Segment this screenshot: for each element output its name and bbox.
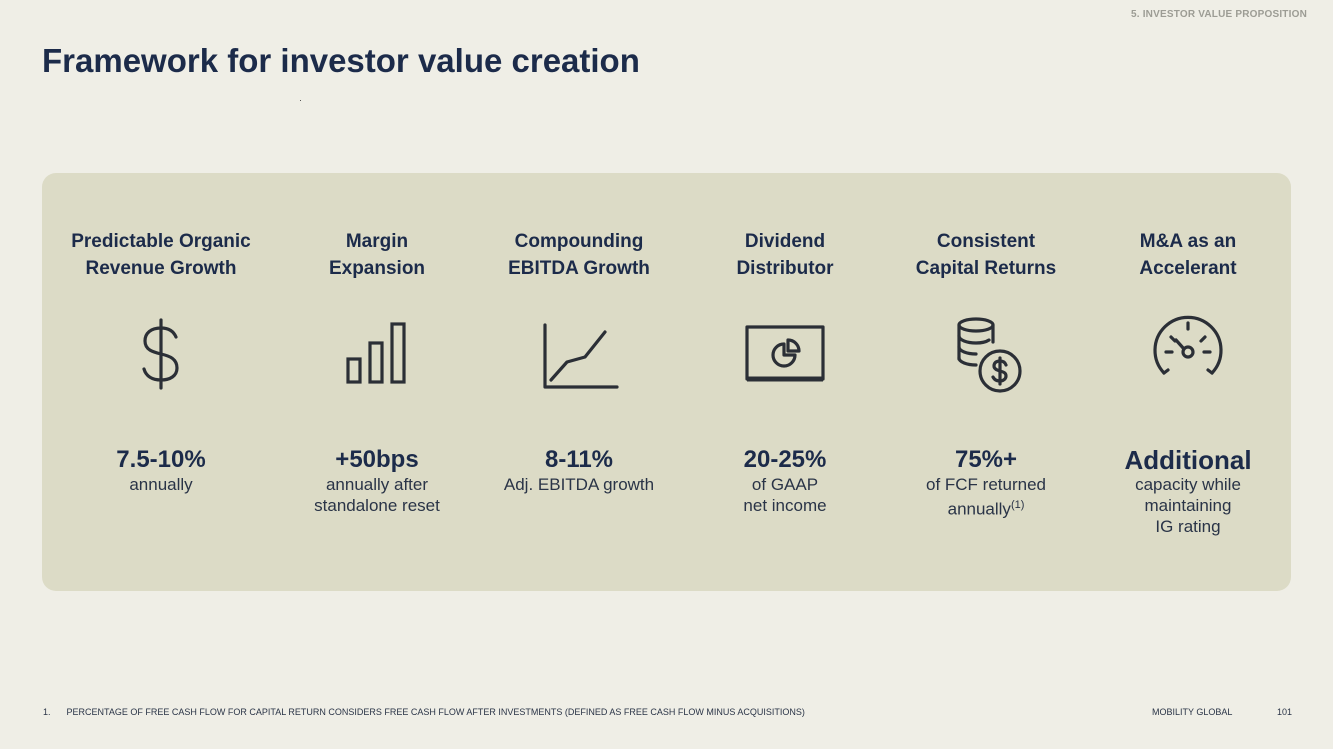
speedometer-icon	[1146, 312, 1230, 396]
pillar-title: Dividend Distributor	[736, 231, 834, 279]
brand-name: MOBILITY GLOBAL	[1152, 707, 1233, 717]
pie-chart-screen-icon	[743, 312, 827, 396]
pillar-description: Adj. EBITDA growth	[503, 475, 655, 494]
coin-stack-dollar-icon	[944, 312, 1028, 396]
footnote-text: PERCENTAGE OF FREE CASH FLOW FOR CAPITAL…	[66, 707, 805, 717]
pillar-title: Margin Expansion	[328, 231, 426, 279]
pillar-description: of GAAP net income	[743, 475, 827, 515]
pillar-title: M&A as an Accelerant	[1139, 231, 1237, 279]
stray-mark	[300, 100, 301, 101]
pillar-description: annually after standalone reset	[314, 475, 440, 515]
pillar-description: of FCF returned annually(1)	[926, 475, 1046, 519]
section-tag: 5. INVESTOR VALUE PROPOSITION	[1130, 9, 1307, 20]
bar-chart-icon	[335, 312, 419, 396]
pillar-capital-returns: Consistent Capital Returns 75%+ of FCF r…	[881, 228, 1091, 520]
pillar-metric: 75%+	[954, 446, 1018, 473]
pillar-metric: 7.5-10%	[116, 446, 206, 473]
pillar-metric: +50bps	[335, 446, 419, 473]
pillar-metric: 20-25%	[743, 446, 827, 473]
pillar-ebitda-growth: Compounding EBITDA Growth 8-11% Adj. EBI…	[474, 228, 684, 495]
footnote-number: 1.	[43, 707, 51, 717]
dollar-sign-icon	[119, 312, 203, 396]
pillar-title: Consistent Capital Returns	[915, 231, 1057, 279]
pillar-description: annually	[129, 475, 193, 494]
value-framework-panel: Predictable Organic Revenue Growth 7.5-1…	[42, 173, 1291, 591]
page-number: 101	[1277, 707, 1293, 717]
line-chart-icon	[537, 312, 621, 396]
page-title: Framework for investor value creation	[42, 42, 640, 79]
pillar-ma-accelerant: M&A as an Accelerant Additional capacity…	[1083, 228, 1293, 537]
pillar-title: Predictable Organic Revenue Growth	[71, 231, 251, 279]
footnote: 1. PERCENTAGE OF FREE CASH FLOW FOR CAPIT…	[43, 707, 805, 717]
pillar-dividend: Dividend Distributor 20-25% of GAAP net …	[680, 228, 890, 516]
pillar-margin-expansion: Margin Expansion +50bps annually after s…	[272, 228, 482, 516]
pillar-metric: 8-11%	[544, 446, 614, 473]
pillar-description: capacity while maintaining IG rating	[1135, 475, 1241, 536]
pillar-title: Compounding EBITDA Growth	[508, 231, 650, 279]
pillar-organic-growth: Predictable Organic Revenue Growth 7.5-1…	[56, 228, 266, 495]
pillar-metric: Additional	[1124, 445, 1252, 475]
